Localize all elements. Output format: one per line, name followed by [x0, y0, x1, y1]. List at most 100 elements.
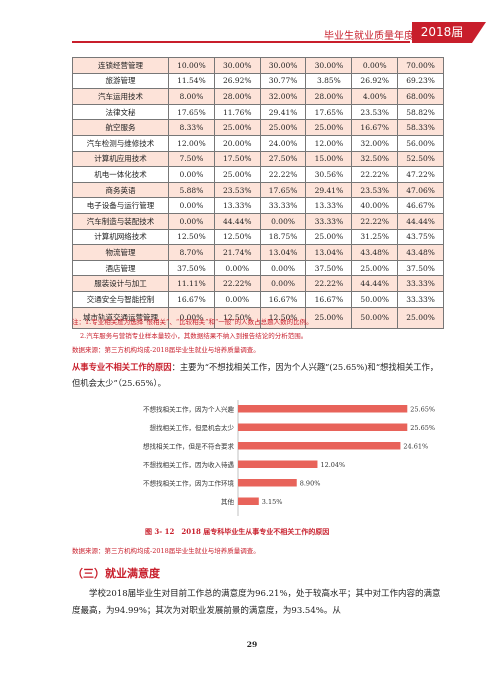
- percent-cell: 12.50%: [259, 306, 307, 329]
- bar: [238, 423, 408, 431]
- percent-cell: 24.00%: [259, 134, 307, 152]
- value-label: 24.61%: [403, 443, 428, 451]
- percent-cell: 17.50%: [213, 150, 261, 168]
- percent-cell: 21.74%: [213, 244, 261, 261]
- percent-cell: 12.00%: [168, 134, 215, 152]
- percent-cell: 22.22%: [351, 212, 399, 230]
- percent-cell: 33.33%: [259, 197, 307, 214]
- category-label: 想找相关工作，但是不符合要求: [143, 442, 235, 451]
- percent-cell: 23.53%: [351, 103, 399, 121]
- percent-cell: 25.00%: [351, 259, 399, 277]
- major-name-cell: 计算机应用技术: [72, 150, 169, 168]
- header-rule: [72, 41, 410, 43]
- table-row: 汽车制造与装配技术 0.00% 44.44% 0.00% 33.33% 22.22% 44.…: [72, 212, 444, 230]
- percent-cell: 0.00%: [168, 306, 215, 329]
- percent-cell: 28.00%: [213, 88, 261, 105]
- percent-cell: 44.44%: [397, 212, 444, 230]
- percent-cell: 23.53%: [213, 181, 261, 199]
- header-badge-tail: [472, 22, 486, 43]
- percent-cell: 13.04%: [259, 244, 307, 261]
- table-row: 城市轨道交通运营管理 0.00% 12.50% 12.50% 25.00% 50.00% 2…: [72, 306, 444, 329]
- percent-cell: 44.44%: [213, 212, 261, 230]
- major-name-cell: 酒店管理: [72, 259, 169, 277]
- percent-cell: 40.00%: [351, 197, 399, 214]
- percent-cell: 56.00%: [397, 134, 444, 152]
- percent-cell: 33.33%: [305, 212, 353, 230]
- percent-cell: 30.56%: [305, 166, 353, 183]
- major-name-cell: 交通安全与智能控制: [72, 290, 169, 308]
- percent-cell: 46.67%: [397, 197, 444, 214]
- percent-cell: 30.00%: [259, 57, 307, 74]
- percent-cell: 26.92%: [351, 72, 399, 90]
- table-row: 电子设备与运行管理 0.00% 13.33% 33.33% 13.33% 40.00% 46…: [72, 197, 444, 214]
- bar: [238, 405, 408, 413]
- percent-cell: 25.00%: [213, 119, 261, 136]
- percent-cell: 10.00%: [168, 57, 215, 74]
- percent-cell: 22.22%: [213, 275, 261, 292]
- percent-cell: 0.00%: [168, 166, 215, 183]
- percent-cell: 27.50%: [259, 150, 307, 168]
- percent-cell: 32.00%: [259, 88, 307, 105]
- table-row: 商务英语 5.88% 23.53% 17.65% 29.41% 23.53% 47.06%: [72, 181, 444, 199]
- bar: [238, 442, 401, 450]
- value-label: 25.65%: [410, 406, 435, 414]
- percent-cell: 11.54%: [168, 72, 215, 90]
- category-label: 不想找相关工作，因为收入待遇: [143, 460, 235, 469]
- figure-caption: 图 3- 12 2018 届专科毕业生从事专业不相关工作的原因: [145, 527, 330, 536]
- major-name-cell: 汽车运用技术: [72, 88, 169, 105]
- percent-cell: 11.11%: [168, 275, 215, 292]
- percent-cell: 8.70%: [168, 244, 215, 261]
- percent-cell: 3.85%: [305, 72, 353, 90]
- percent-cell: 50.00%: [351, 290, 399, 308]
- value-label: 25.65%: [410, 424, 435, 432]
- major-name-cell: 服装设计与加工: [72, 275, 169, 292]
- table-note-1: 注：1.专业相关度为选择“很相关”、“比较相关”和“一般”的人数占总题人数的比例…: [72, 318, 313, 326]
- satisfaction-paragraph: 学校2018届毕业生对目前工作总的满意度为96.21%，处于较高水平；其中对工作…: [72, 589, 441, 616]
- major-name-cell: 机电一体化技术: [72, 166, 169, 183]
- percent-cell: 31.25%: [351, 228, 399, 246]
- percent-cell: 16.67%: [351, 119, 399, 136]
- percent-cell: 30.00%: [305, 57, 353, 74]
- percent-cell: 7.50%: [168, 150, 215, 168]
- value-label: 3.15%: [262, 498, 283, 506]
- bar: [238, 460, 318, 468]
- major-name-cell: 航空服务: [72, 119, 169, 136]
- percent-cell: 43.75%: [397, 228, 444, 246]
- percent-cell: 0.00%: [351, 57, 399, 74]
- percent-cell: 17.65%: [259, 181, 307, 199]
- percent-cell: 13.33%: [305, 197, 353, 214]
- category-label: 想找相关工作，但是机会太少: [150, 423, 235, 432]
- percent-cell: 16.67%: [305, 290, 353, 308]
- major-name-cell: 计算机网络技术: [72, 228, 169, 246]
- table-row: 机电一体化技术 0.00% 25.00% 22.22% 30.56% 22.22% 47.2…: [72, 166, 444, 183]
- percent-cell: 44.44%: [351, 275, 399, 292]
- table-row: 航空服务 8.33% 25.00% 25.00% 25.00% 16.67% 58.33%: [72, 119, 444, 136]
- percent-cell: 25.00%: [305, 119, 353, 136]
- percent-cell: 8.00%: [168, 88, 215, 105]
- table-row: 酒店管理 37.50% 0.00% 0.00% 37.50% 25.00% 37.50%: [72, 259, 444, 277]
- percent-cell: 0.00%: [168, 197, 215, 214]
- percent-cell: 17.65%: [168, 103, 215, 121]
- percent-cell: 25.00%: [397, 306, 444, 329]
- page-header: 毕业生就业质量年度报告 2018届: [0, 0, 504, 44]
- percent-cell: 70.00%: [397, 57, 444, 74]
- percent-cell: 68.00%: [397, 88, 444, 105]
- table-source: 数据来源：第三方机构均成-2018届毕业生就业与培养质量调查。: [72, 346, 260, 354]
- category-label: 其他: [221, 497, 235, 506]
- percent-cell: 16.67%: [259, 290, 307, 308]
- header-title: 毕业生就业质量年度报告: [324, 31, 434, 42]
- percent-cell: 0.00%: [259, 212, 307, 230]
- percent-cell: 28.00%: [305, 88, 353, 105]
- percent-cell: 25.00%: [259, 119, 307, 136]
- percent-cell: 20.00%: [213, 134, 261, 152]
- percent-cell: 30.77%: [259, 72, 307, 90]
- percent-cell: 0.00%: [259, 259, 307, 277]
- section-title: （三）就业满意度: [72, 567, 160, 580]
- percent-cell: 15.00%: [305, 150, 353, 168]
- percent-cell: 47.06%: [397, 181, 444, 199]
- percent-cell: 13.33%: [213, 197, 261, 214]
- percent-cell: 12.50%: [213, 306, 261, 329]
- major-name-cell: 汽车检测与维修技术: [72, 134, 169, 152]
- percent-cell: 12.00%: [305, 134, 353, 152]
- major-name-cell: 物流管理: [72, 244, 169, 261]
